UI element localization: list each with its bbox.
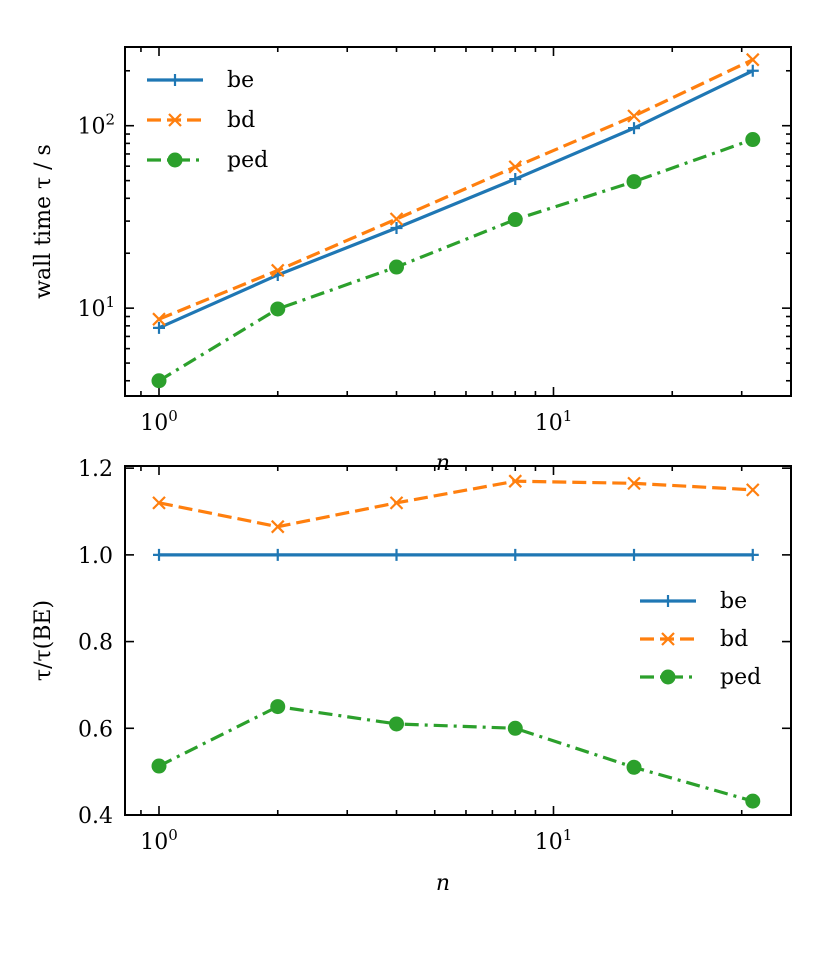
top-point-ped <box>151 373 167 389</box>
top-plot-frame <box>124 46 792 397</box>
bottom-y-tick-label: 1.2 <box>78 457 113 482</box>
bottom-legend-label-ped: ped <box>720 665 761 690</box>
bottom-point-bd <box>627 476 641 491</box>
bottom-point-be <box>390 548 403 561</box>
top-legend-label-ped: ped <box>227 148 268 173</box>
bottom-plot-frame <box>124 465 792 816</box>
bottom-point-be <box>628 548 641 561</box>
bottom-legend-label-be: be <box>720 589 747 614</box>
top-point-ped <box>270 301 286 317</box>
bottom-y-axis-label: τ/τ(BE) <box>31 600 56 681</box>
bottom-point-bd <box>389 496 404 510</box>
bottom-legend-marker-bd <box>661 632 675 646</box>
bottom-point-ped <box>151 758 167 774</box>
bottom-y-tick-label: 1.0 <box>78 544 113 569</box>
bottom-legend-label-bd: bd <box>720 627 748 652</box>
top-x-tick-label: 101 <box>535 407 573 436</box>
bottom-series-line-ped <box>158 704 754 803</box>
bottom-series-line-bd <box>158 479 753 529</box>
top-legend-marker-ped <box>167 152 183 168</box>
top-point-be <box>153 321 165 334</box>
top-point-bd <box>508 160 523 174</box>
top-y-axis-label: wall time τ / s <box>31 144 56 299</box>
bottom-point-be <box>271 548 284 561</box>
bottom-point-ped <box>745 793 761 809</box>
top-y-tick-label: 101 <box>77 293 115 322</box>
bottom-point-bd <box>152 496 166 510</box>
top-y-tick-label: 102 <box>77 111 115 140</box>
top-point-bd <box>389 212 404 226</box>
bottom-y-tick-label: 0.4 <box>78 804 113 829</box>
top-series-line-bd <box>158 58 754 321</box>
bottom-point-be <box>509 548 522 561</box>
bottom-point-bd <box>745 483 760 497</box>
top-point-bd <box>152 312 166 326</box>
bottom-point-be <box>153 548 165 561</box>
top-point-be <box>390 221 403 234</box>
bottom-point-ped <box>507 720 523 736</box>
top-point-ped <box>389 259 405 275</box>
bottom-chart-relative-time: 100 101 0.4 0.6 0.8 1.0 1.2 n τ/τ(BE) be bd ped <box>31 457 792 896</box>
top-series-line-ped <box>158 138 754 383</box>
bottom-point-ped <box>270 699 286 715</box>
top-legend-label-bd: bd <box>227 108 255 133</box>
top-point-ped <box>745 132 761 148</box>
bottom-x-axis-label: n <box>436 871 450 896</box>
bottom-y-tick-label: 0.6 <box>78 717 113 742</box>
bottom-point-ped <box>626 759 642 775</box>
top-legend-marker-bd <box>168 113 182 127</box>
bottom-x-tick-label: 100 <box>140 826 178 855</box>
bottom-point-ped <box>389 716 405 732</box>
top-x-tick-label: 100 <box>140 407 178 436</box>
top-point-bd <box>627 109 641 123</box>
top-legend-label-be: be <box>227 68 254 93</box>
top-chart-wall-time: 100 101 101 102 n wall time τ / s be bd ped <box>31 46 792 476</box>
top-legend-marker-be <box>169 74 181 86</box>
top-point-be <box>628 122 641 135</box>
top-point-ped <box>507 212 523 228</box>
top-point-bd <box>270 263 285 278</box>
bottom-point-be <box>746 548 759 561</box>
top-series-line-be <box>158 69 754 330</box>
bottom-legend-marker-be <box>662 595 674 607</box>
top-point-ped <box>626 174 642 190</box>
top-point-bd <box>745 52 760 67</box>
bottom-point-bd <box>270 519 285 534</box>
bottom-legend-marker-ped <box>660 669 676 685</box>
bottom-x-tick-label: 101 <box>535 826 573 855</box>
top-x-axis-label: n <box>436 451 450 476</box>
top-point-be <box>509 173 522 186</box>
top-point-be <box>746 64 759 77</box>
bottom-point-bd <box>508 474 523 488</box>
bottom-y-tick-label: 0.8 <box>78 631 113 656</box>
